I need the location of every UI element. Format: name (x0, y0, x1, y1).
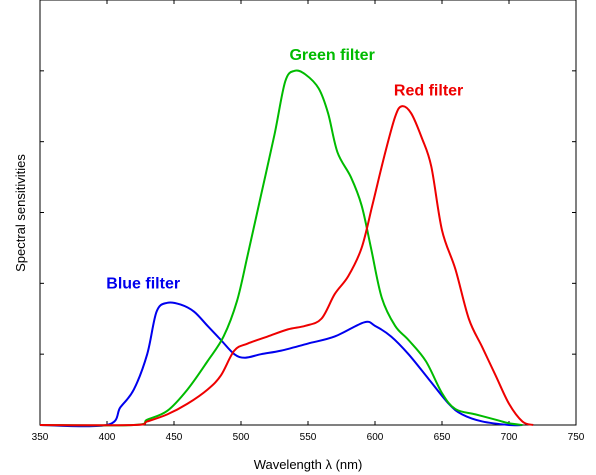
x-tick-label: 450 (166, 432, 183, 443)
x-tick-label: 700 (501, 432, 518, 443)
blue-filter-label: Blue filter (106, 276, 180, 293)
x-tick-label: 350 (32, 432, 49, 443)
x-tick-label: 750 (568, 432, 585, 443)
x-tick-label: 650 (434, 432, 451, 443)
red-filter-label: Red filter (394, 83, 463, 100)
x-tick-label: 400 (99, 432, 116, 443)
x-axis-title: Wavelength λ (nm) (254, 457, 363, 472)
series-labels: Blue filter Green filter Red filter (106, 47, 463, 292)
x-tick-label: 600 (367, 432, 384, 443)
green-filter-line (39, 69, 523, 427)
y-axis-title: Spectral sensitivities (13, 154, 28, 272)
red-filter-line (39, 105, 534, 427)
blue-filter-line (39, 301, 523, 428)
x-tick-label: 500 (233, 432, 250, 443)
green-filter-label: Green filter (289, 47, 374, 64)
axis-ticks: 350 400 450 500 550 600 650 700 750 (32, 0, 585, 443)
series-lines (39, 69, 534, 428)
x-tick-label: 550 (300, 432, 317, 443)
